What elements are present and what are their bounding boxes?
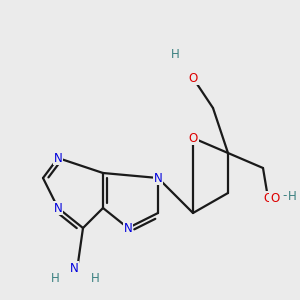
Text: H: H [91,272,99,284]
Text: O: O [263,191,273,205]
Text: H: H [171,49,179,62]
Text: O: O [270,191,279,205]
Text: N: N [70,262,78,275]
Text: N: N [54,152,62,164]
Text: N: N [124,221,132,235]
Text: H: H [288,190,297,202]
Text: O: O [188,131,198,145]
Text: -: - [282,190,286,202]
Text: N: N [54,202,62,214]
Text: O: O [188,71,198,85]
Text: H: H [51,272,59,284]
Text: N: N [154,172,162,184]
